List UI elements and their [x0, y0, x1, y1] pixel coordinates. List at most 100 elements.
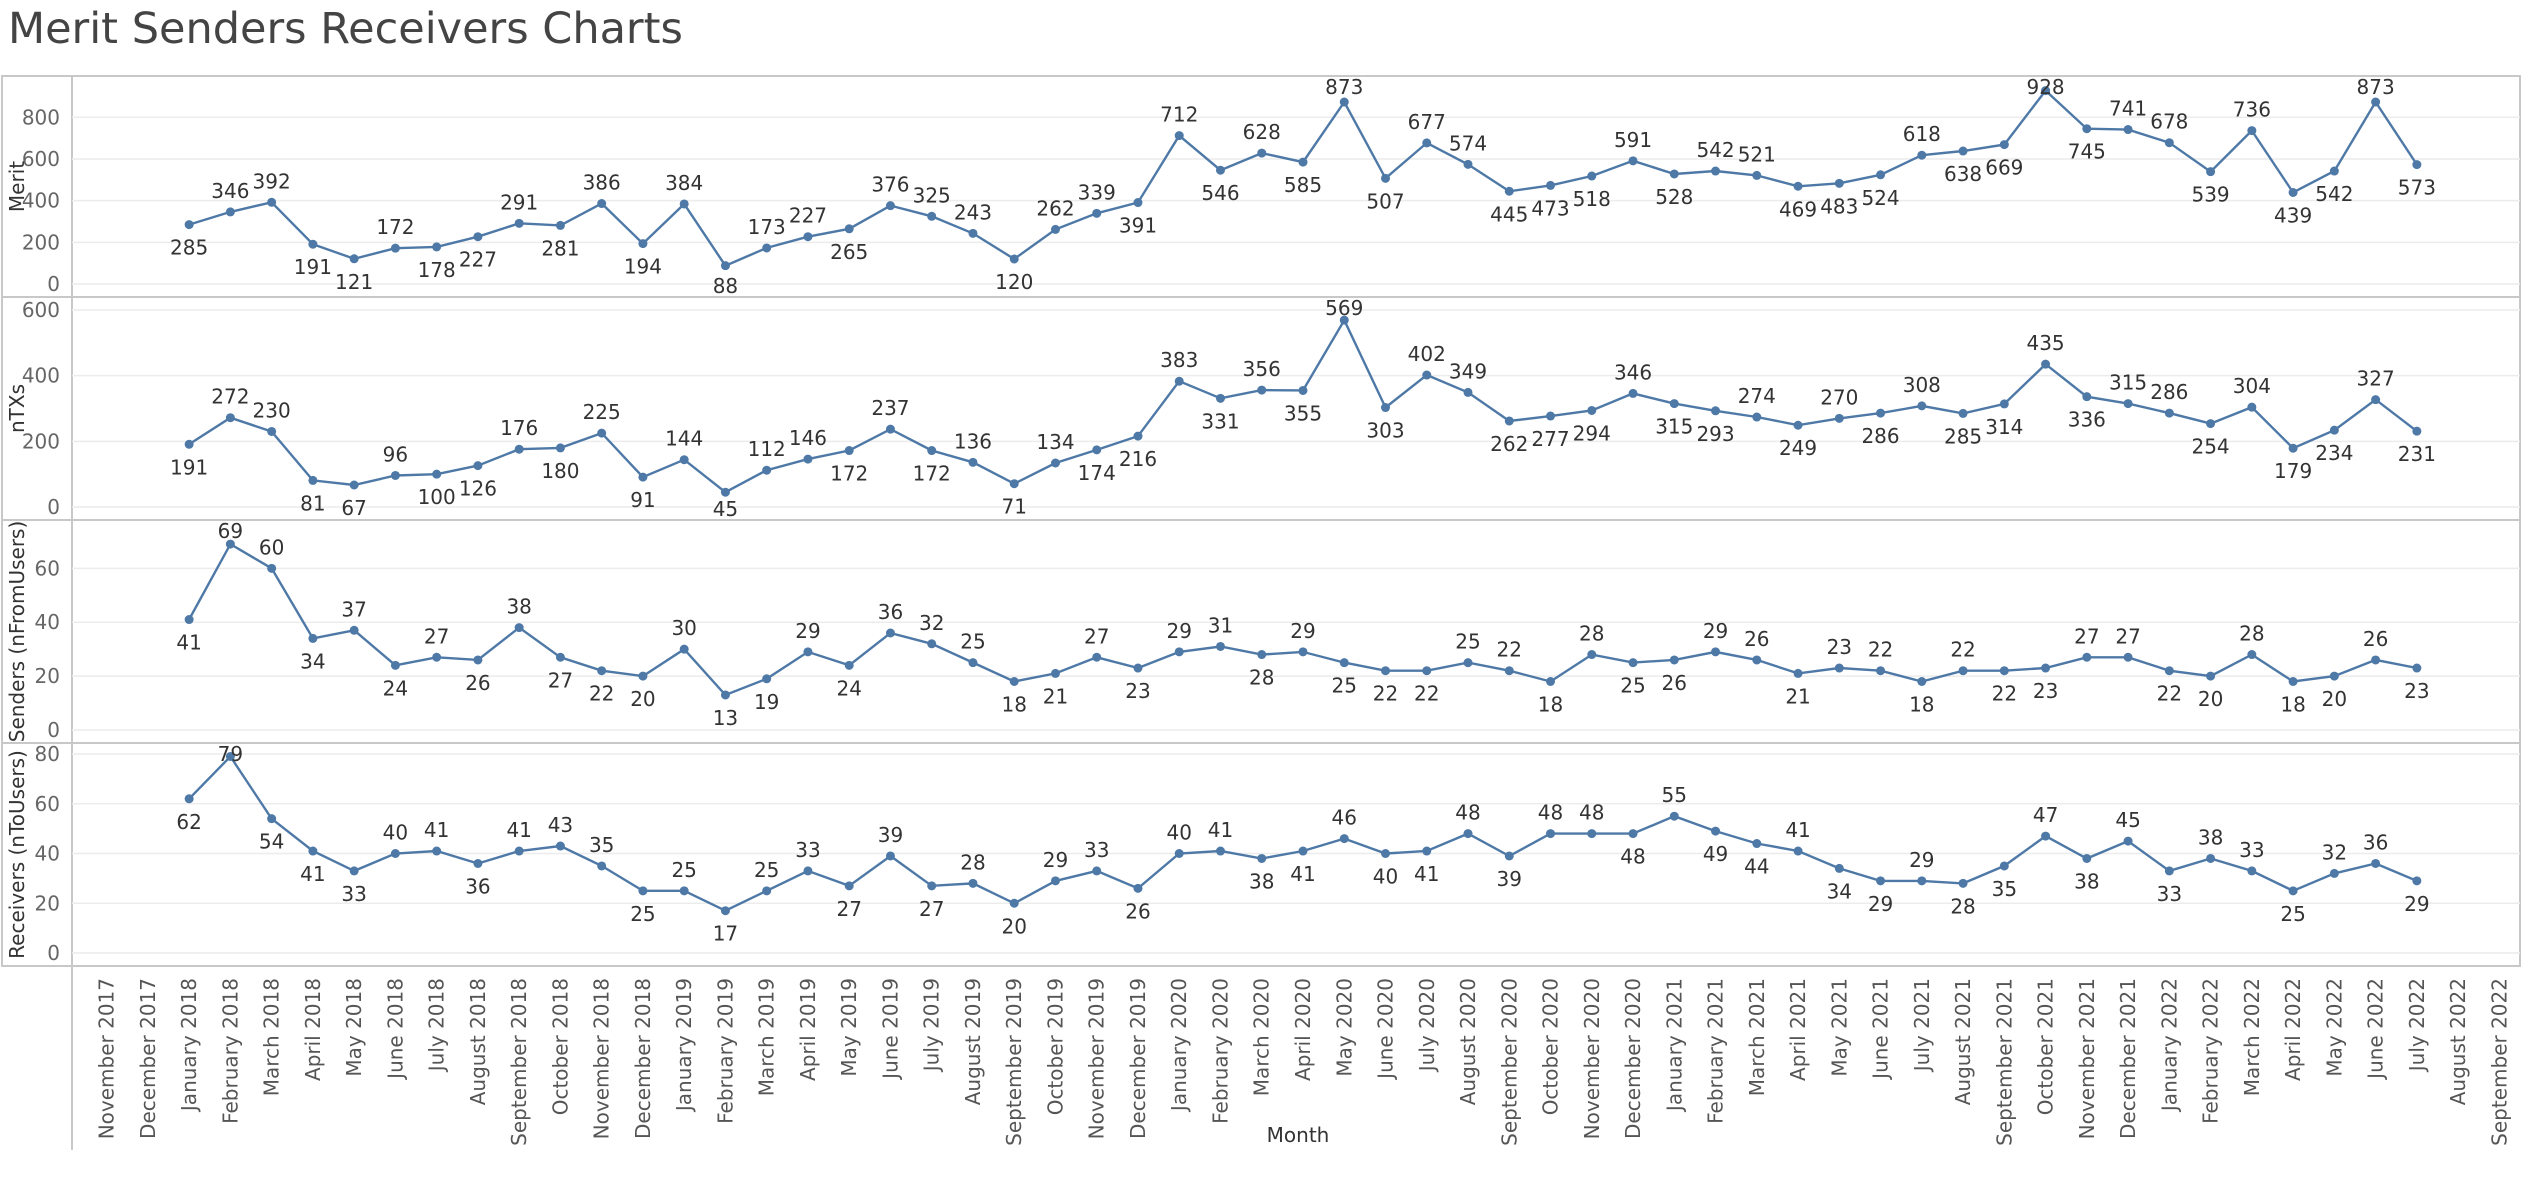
x-tick-label: August 2020 — [1456, 978, 1480, 1105]
data-label: 34 — [1827, 879, 1852, 903]
data-label: 48 — [1538, 801, 1563, 825]
data-point — [432, 469, 442, 479]
data-label: 46 — [1332, 806, 1357, 830]
data-point — [225, 207, 235, 217]
data-point — [2206, 167, 2216, 177]
data-point — [803, 232, 813, 242]
data-point — [679, 199, 689, 209]
x-tick-label: November 2018 — [590, 978, 614, 1139]
data-label: 262 — [1036, 196, 1074, 220]
data-point — [1133, 883, 1143, 893]
data-point — [1174, 849, 1184, 858]
data-point — [1876, 408, 1886, 418]
data-label: 216 — [1119, 447, 1157, 471]
x-tick-label: January 2020 — [1167, 978, 1191, 1113]
data-point — [1834, 863, 1844, 873]
y-tick-label: 200 — [22, 429, 60, 453]
data-label: 272 — [211, 385, 249, 409]
data-point — [2371, 97, 2381, 107]
data-point — [968, 878, 978, 888]
data-point — [432, 242, 442, 252]
data-point — [225, 413, 235, 423]
y-tick-label: 40 — [35, 842, 60, 866]
data-point — [1669, 655, 1679, 665]
x-tick-label: August 2021 — [1951, 978, 1975, 1105]
data-point — [2041, 86, 2051, 96]
y-tick-label: 0 — [47, 495, 60, 519]
y-tick-label: 200 — [22, 230, 60, 254]
data-label: 439 — [2274, 204, 2312, 228]
data-point — [1628, 658, 1638, 668]
data-point — [1917, 401, 1927, 411]
data-point — [844, 446, 854, 456]
data-point — [1133, 431, 1143, 441]
data-label: 230 — [253, 398, 291, 422]
data-point — [1958, 146, 1968, 156]
data-point — [2206, 671, 2216, 681]
data-point — [2247, 402, 2257, 412]
data-point — [2041, 663, 2051, 673]
data-point — [514, 444, 524, 454]
data-point — [267, 197, 277, 207]
data-label: 29 — [2404, 892, 2429, 916]
data-point — [1917, 876, 1927, 886]
data-label: 41 — [1414, 862, 1439, 886]
data-label: 33 — [795, 838, 820, 862]
data-label: 33 — [341, 882, 366, 906]
data-point — [555, 220, 565, 230]
data-label: 32 — [919, 611, 944, 635]
data-point — [1050, 668, 1060, 678]
data-label: 79 — [218, 742, 243, 766]
data-label: 31 — [1208, 613, 1233, 637]
data-point — [2123, 125, 2133, 135]
data-point — [1917, 150, 1927, 160]
data-point — [225, 539, 235, 549]
x-tick-label: November 2020 — [1580, 978, 1604, 1139]
x-tick-label: May 2020 — [1332, 978, 1356, 1077]
data-label: 483 — [1820, 194, 1858, 218]
data-point — [2412, 160, 2422, 170]
data-point — [2288, 188, 2298, 198]
data-point — [1298, 157, 1308, 167]
data-label: 45 — [2115, 808, 2140, 832]
data-label: 314 — [1985, 415, 2023, 439]
data-label: 38 — [2198, 825, 2223, 849]
data-point — [1463, 387, 1473, 397]
data-label: 35 — [589, 833, 614, 857]
data-label: 43 — [548, 813, 573, 837]
y-tick-label: 20 — [35, 664, 60, 688]
data-label: 327 — [2357, 367, 2395, 391]
data-label: 315 — [2109, 371, 2147, 395]
data-label: 356 — [1243, 357, 1281, 381]
data-point — [927, 211, 937, 221]
data-point — [1298, 647, 1308, 657]
y-tick-label: 0 — [47, 718, 60, 742]
x-tick-label: July 2019 — [920, 978, 944, 1073]
data-label: 19 — [754, 690, 779, 714]
data-point — [1958, 666, 1968, 676]
data-label: 677 — [1408, 110, 1446, 134]
x-tick-label: September 2022 — [2487, 978, 2511, 1146]
data-point — [1793, 846, 1803, 856]
data-label: 249 — [1779, 436, 1817, 460]
data-point — [968, 228, 978, 238]
data-label: 384 — [665, 171, 703, 195]
data-label: 180 — [541, 459, 579, 483]
x-tick-label: June 2021 — [1869, 978, 1893, 1081]
data-point — [885, 424, 895, 434]
data-label: 27 — [1084, 624, 1109, 648]
data-point — [679, 644, 689, 654]
data-label: 22 — [1373, 682, 1398, 706]
x-tick-label: May 2021 — [1827, 978, 1851, 1077]
data-label: 25 — [1332, 674, 1357, 698]
data-point — [349, 480, 359, 490]
data-label: 172 — [913, 462, 951, 486]
data-label: 308 — [1903, 373, 1941, 397]
data-label: 41 — [176, 631, 201, 655]
data-point — [2371, 858, 2381, 868]
x-tick-label: September 2019 — [1002, 978, 1026, 1146]
data-label: 745 — [2068, 140, 2106, 164]
data-label: 179 — [2274, 459, 2312, 483]
